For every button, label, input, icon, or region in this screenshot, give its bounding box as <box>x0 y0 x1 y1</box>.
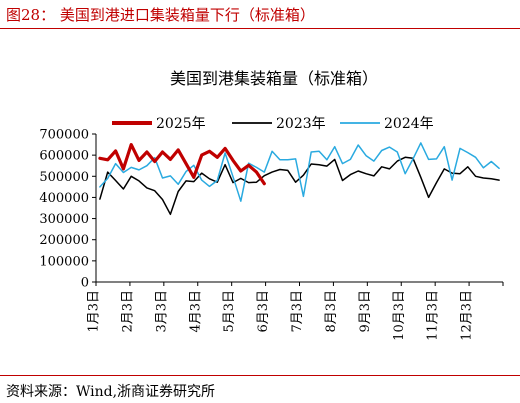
x-tick-label: 5月3日 <box>222 290 237 333</box>
y-tick-label: 400000 <box>39 191 89 206</box>
series-line-2024年 <box>99 142 500 202</box>
top-rule <box>0 28 520 29</box>
x-axis: 1月3日 2月3日 3月3日 4月3日 5月3日 6月3日 7月3日 8月3日 9月3日 10月3… <box>87 281 504 341</box>
legend-label: 2025年 <box>156 116 206 132</box>
x-tick-label: 12月3日 <box>460 290 475 341</box>
x-tick-label: 4月3日 <box>188 290 203 333</box>
y-tick-label: 200000 <box>39 233 89 248</box>
figure-title: 图28： 美国到港进口集装箱量下行（标准箱） <box>6 6 315 24</box>
source-note: 资料来源：Wind,浙商证券研究所 <box>6 384 216 400</box>
y-tick-label: 700000 <box>39 128 89 143</box>
x-tick-label: 2月3日 <box>120 290 135 333</box>
x-tick-label: 11月3日 <box>426 290 441 341</box>
x-tick-label: 6月3日 <box>256 290 271 333</box>
y-tick-label: 100000 <box>39 254 89 269</box>
x-tick-label: 3月3日 <box>154 290 169 333</box>
y-tick-label: 600000 <box>39 149 89 164</box>
chart-title: 美国到港集装箱量（标准箱） <box>170 69 378 88</box>
y-tick-label: 300000 <box>39 212 89 227</box>
x-tick-label: 8月3日 <box>324 290 339 333</box>
x-tick-label: 1月3日 <box>87 290 102 333</box>
series-line-2025年 <box>98 143 266 186</box>
y-axis: 0 100000 200000 300000 400000 500000 600000 700… <box>39 128 97 291</box>
legend-label: 2024年 <box>384 116 434 132</box>
bottom-rule <box>0 375 520 376</box>
legend-label: 2023年 <box>276 116 326 132</box>
x-tick-label: 7月3日 <box>290 290 305 333</box>
y-tick-label: 0 <box>81 276 89 291</box>
series-line-2023年 <box>99 156 500 216</box>
y-tick-label: 500000 <box>39 170 89 185</box>
legend: 2025年 2023年 2024年 <box>112 116 434 132</box>
x-tick-label: 9月3日 <box>358 290 373 333</box>
chart: 美国到港集装箱量（标准箱） 2025年 2023年 2024年 0 100000 200… <box>39 69 504 341</box>
x-tick-label: 10月3日 <box>392 290 407 341</box>
series-layer <box>98 142 500 216</box>
